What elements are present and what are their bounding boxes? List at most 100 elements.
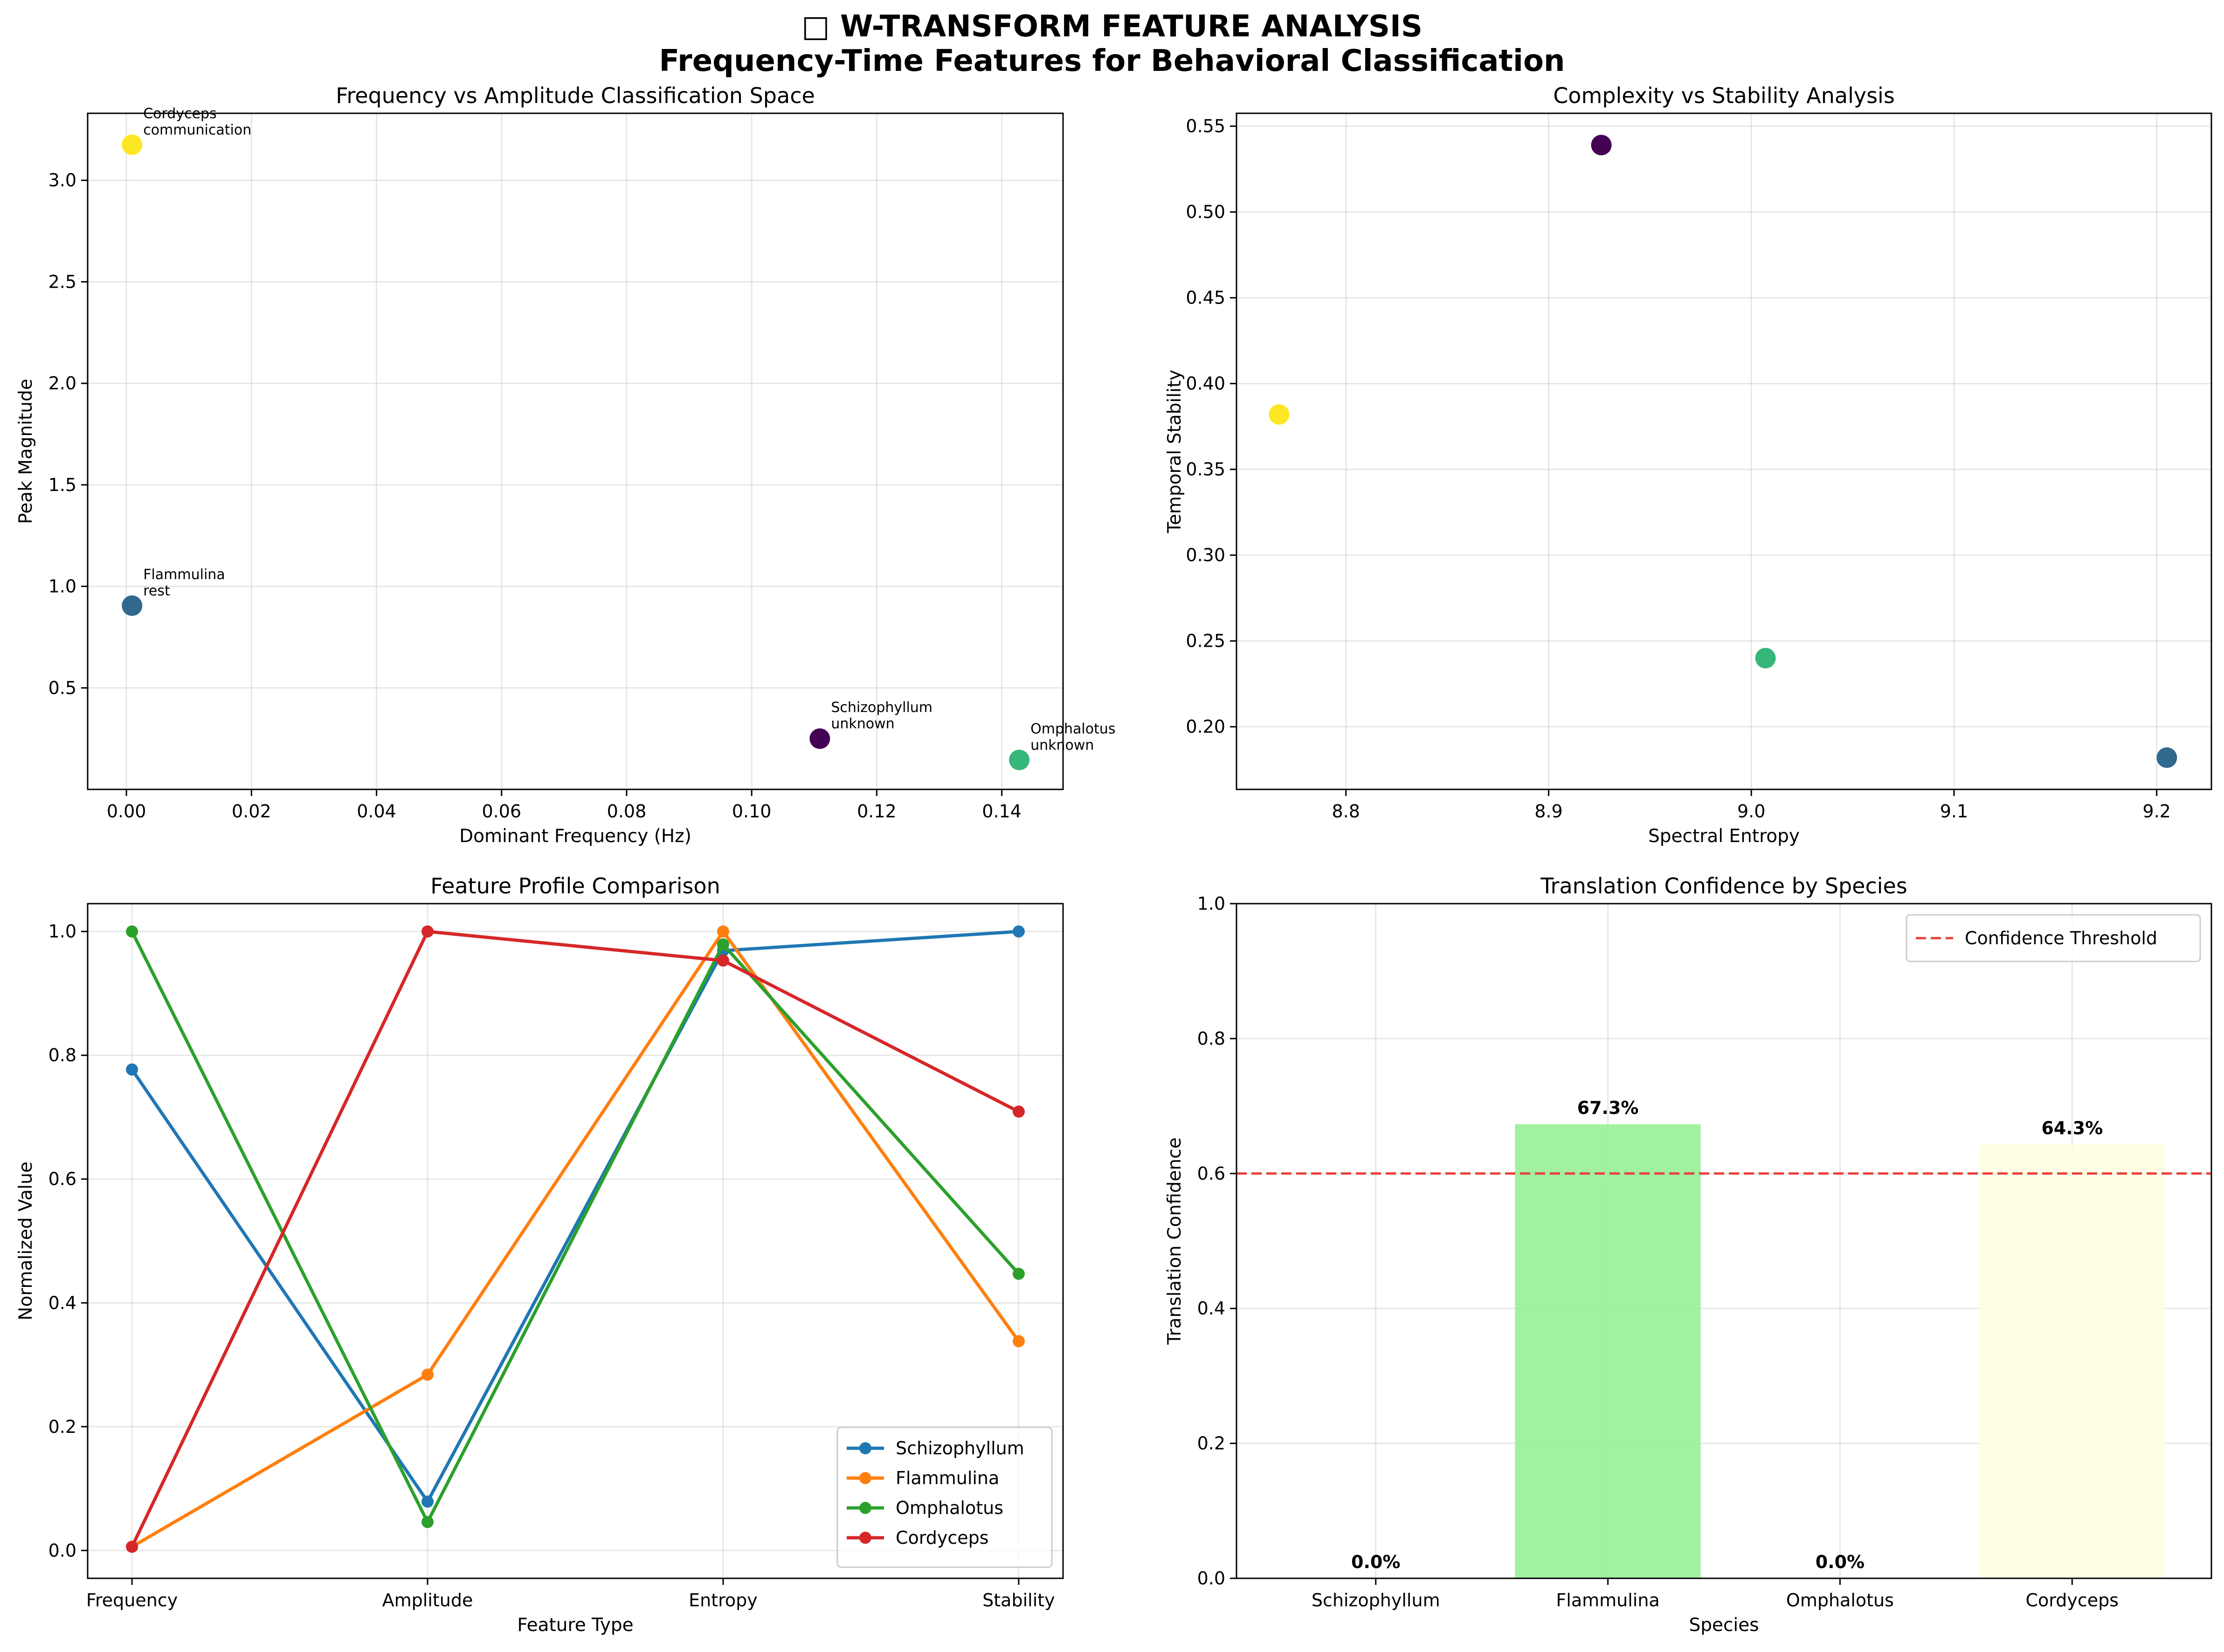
y-tick-label: 1.0 <box>48 576 76 597</box>
plot-area <box>1236 113 2211 789</box>
axes-frame <box>87 112 1064 790</box>
y-tick-label: 0.2 <box>48 1417 76 1437</box>
point-flammulina <box>2156 747 2177 768</box>
grid <box>88 113 1063 789</box>
y-tick-label: 1.0 <box>48 921 76 942</box>
point-annotation-behavior: unknown <box>1030 737 1094 753</box>
subplot-title: Translation Confidence by Species <box>1540 873 1907 899</box>
y-tick-label: 0.35 <box>1186 459 1225 480</box>
legend-entry-label: Confidence Threshold <box>1965 928 2157 948</box>
subplot-4: Schizophyllum Flammulina Omphalotus Cordyce… <box>1164 873 2212 1636</box>
x-tick-label: 0.12 <box>857 801 897 822</box>
bar-value-label: 64.3% <box>2041 1118 2103 1139</box>
y-tick-label: 0.20 <box>1186 717 1225 737</box>
x-tick-label: 0.00 <box>107 801 146 822</box>
x-tick-label: Schizophyllum <box>1312 1590 1440 1611</box>
bar-value-label: 0.0% <box>1351 1552 1400 1572</box>
legend-entry-label: Schizophyllum <box>896 1438 1024 1458</box>
axes-frame <box>87 903 1064 1579</box>
title-text: W-TRANSFORM FEATURE ANALYSIS <box>840 9 1423 44</box>
legend-box <box>836 1426 1053 1568</box>
point-annotation-behavior: unknown <box>831 716 894 732</box>
y-tick-label: 0.55 <box>1186 116 1225 137</box>
legend-entry-label: Omphalotus <box>896 1498 1003 1518</box>
y-tick-label: 2.0 <box>48 373 76 394</box>
y-tick-label: 0.45 <box>1186 288 1225 308</box>
legend-swatch-marker <box>859 1472 871 1484</box>
point-flammulina <box>122 595 143 616</box>
legend-swatch-marker <box>859 1532 871 1544</box>
x-axis-label: Dominant Frequency (Hz) <box>459 826 691 847</box>
point-schizophyllum <box>1591 135 1612 156</box>
series-line-flammulina <box>131 930 1020 1548</box>
x-tick-label: 0.08 <box>607 801 647 822</box>
x-tick-label: 9.1 <box>1940 801 1968 822</box>
y-tick-label: 0.8 <box>48 1045 76 1065</box>
series-line-omphalotus <box>130 931 1020 1524</box>
x-tick-label: Stability <box>982 1590 1055 1611</box>
figure-title-line1: □ W-TRANSFORM FEATURE ANALYSIS <box>801 9 1423 44</box>
x-tick-label: 8.9 <box>1534 801 1562 822</box>
title-icon: □ <box>801 9 829 44</box>
subplot-title: Frequency vs Amplitude Classification Sp… <box>336 83 815 108</box>
legend-swatch-marker <box>859 1442 871 1454</box>
y-tick-label: 0.40 <box>1186 373 1225 394</box>
x-tick-label: 0.14 <box>982 801 1022 822</box>
y-tick-label: 0.25 <box>1186 631 1225 651</box>
series-marker-flammulina <box>421 1369 434 1381</box>
x-tick-label: Omphalotus <box>1786 1590 1894 1611</box>
point-cordyceps <box>122 134 143 155</box>
x-axis-label: Spectral Entropy <box>1648 826 1800 847</box>
bar-value-label: 67.3% <box>1577 1098 1639 1118</box>
y-tick-label: 1.0 <box>1197 893 1225 914</box>
point-annotation-behavior: communication <box>143 122 251 138</box>
x-axis-label: Feature Type <box>517 1615 633 1636</box>
legend: Confidence Threshold <box>1906 914 2201 962</box>
series-marker-cordyceps <box>717 954 729 967</box>
legend-entry-label: Cordyceps <box>896 1528 989 1548</box>
point-schizophyllum <box>809 728 830 749</box>
series-marker-omphalotus <box>1012 1267 1025 1280</box>
bar-flammulina <box>1515 1124 1701 1578</box>
y-tick-label: 0.50 <box>1186 202 1225 222</box>
y-tick-label: 0.5 <box>48 677 76 698</box>
point-omphalotus <box>1755 648 1776 669</box>
y-tick-label: 0.4 <box>1197 1298 1225 1319</box>
point-annotation-name: Flammulina <box>143 567 225 583</box>
series-marker-schizophyllum <box>421 1495 434 1508</box>
point-omphalotus <box>1009 749 1030 770</box>
figure-title-line2: Frequency-Time Features for Behavioral C… <box>659 44 1565 78</box>
series-marker-omphalotus <box>126 925 138 938</box>
series-line-schizophyllum <box>131 930 1019 1503</box>
axes-frame <box>1236 903 2212 1579</box>
subplot-title: Complexity vs Stability Analysis <box>1553 83 1895 108</box>
x-tick-label: 9.0 <box>1737 801 1765 822</box>
legend: Schizophyllum Flammulina Omphalotus Cordyce… <box>836 1426 1053 1568</box>
subplot-2: 8.8 8.9 9.0 9.1 9.2 0.20 0.25 0.30 0.35 0.40 0.45 0… <box>1164 83 2212 847</box>
y-axis-label: Translation Confidence <box>1164 1137 1185 1345</box>
series-marker-flammulina <box>1012 1335 1025 1348</box>
legend-box <box>1906 914 2201 962</box>
bar-cordyceps <box>1979 1144 2165 1578</box>
series-marker-omphalotus <box>717 938 729 951</box>
x-tick-label: Flammulina <box>1556 1590 1659 1611</box>
x-tick-label: 0.10 <box>732 801 772 822</box>
subplot-3: Frequency Amplitude Entropy Stability 0.0 0.2… <box>15 873 1064 1636</box>
x-tick-label: Entropy <box>689 1590 758 1611</box>
subplot-1: 0.00 0.02 0.04 0.06 0.08 0.10 0.12 0.14 0.5 1.0 1.… <box>15 83 1116 847</box>
series-marker-schizophyllum <box>126 1063 138 1076</box>
plot-area <box>88 113 1063 789</box>
x-tick-label: Amplitude <box>382 1590 473 1611</box>
y-tick-label: 1.5 <box>48 475 76 495</box>
y-axis-label: Peak Magnitude <box>15 379 36 524</box>
x-tick-label: 0.04 <box>357 801 396 822</box>
y-tick-label: 0.2 <box>1197 1433 1225 1454</box>
grid <box>1236 113 2211 789</box>
y-tick-label: 0.6 <box>1197 1163 1225 1184</box>
point-annotation-name: Schizophyllum <box>831 699 932 716</box>
series-marker-cordyceps <box>1012 1106 1025 1118</box>
point-annotation-behavior: rest <box>143 583 170 599</box>
x-tick-label: Frequency <box>86 1590 178 1611</box>
series-marker-flammulina <box>717 925 729 938</box>
